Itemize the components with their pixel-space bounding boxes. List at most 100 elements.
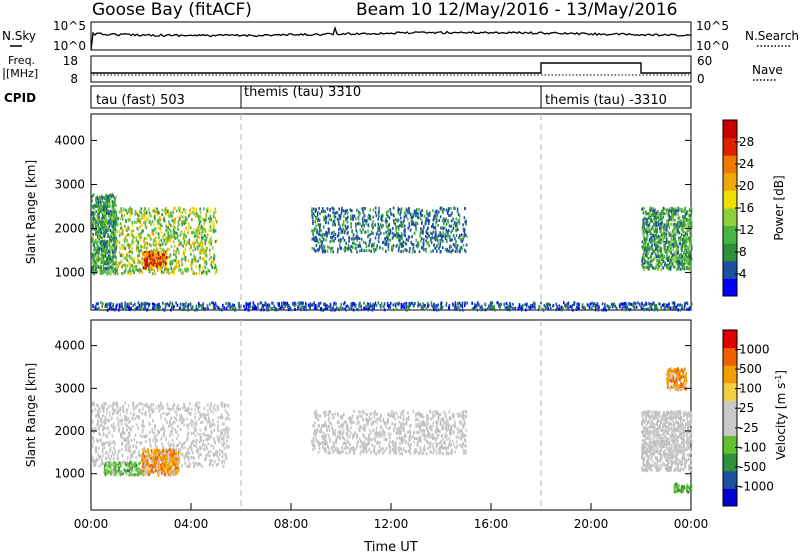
- echo-cell: [425, 307, 428, 311]
- echo-cell: [353, 302, 356, 306]
- echo-cell: [186, 217, 188, 221]
- echo-cell: [330, 247, 332, 250]
- echo-cell: [148, 267, 150, 271]
- echo-cell: [114, 267, 117, 271]
- echo-cell: [183, 208, 185, 211]
- echo-cell: [683, 239, 686, 243]
- echo-cell: [170, 308, 172, 312]
- echo-cell: [106, 208, 108, 212]
- echo-cell: [552, 304, 555, 307]
- echo-cell: [633, 306, 636, 310]
- echo-cell: [194, 404, 196, 408]
- echo-cell: [133, 271, 135, 274]
- echo-cell: [678, 267, 680, 271]
- echo-cell: [652, 301, 655, 305]
- echo-cell: [215, 270, 218, 273]
- echo-cell: [373, 247, 376, 251]
- echo-cell: [319, 239, 322, 243]
- echo-cell: [220, 461, 223, 465]
- echo-cell: [140, 411, 143, 415]
- echo-cell: [151, 302, 154, 306]
- echo-cell: [376, 231, 378, 235]
- echo-cell: [665, 226, 668, 230]
- echo-cell: [334, 232, 337, 236]
- echo-cell: [118, 241, 121, 245]
- echo-cell: [681, 306, 684, 310]
- echo-cell: [534, 306, 536, 310]
- echo-cell: [155, 438, 157, 442]
- echo-cell: [192, 419, 194, 423]
- echo-cell: [420, 213, 422, 217]
- echo-cell: [113, 202, 116, 206]
- echo-cell: [164, 417, 167, 421]
- echo-cell: [184, 247, 187, 251]
- echo-cell: [666, 249, 669, 253]
- echo-cell: [169, 301, 172, 305]
- echo-cell: [669, 306, 672, 310]
- echo-cell: [283, 302, 285, 306]
- echo-cell: [195, 272, 198, 275]
- echo-cell: [109, 305, 112, 309]
- echo-cell: [690, 265, 692, 269]
- echo-cell: [427, 212, 429, 216]
- echo-cell: [140, 248, 142, 252]
- echo-cell: [108, 267, 111, 271]
- echo-cell: [428, 219, 431, 223]
- echo-cell: [194, 255, 197, 259]
- echo-cell: [204, 234, 207, 238]
- echo-cell: [670, 244, 672, 247]
- nsky-label: N.Sky: [2, 29, 36, 43]
- echo-cell: [114, 408, 117, 412]
- echo-cell: [96, 215, 98, 218]
- echo-cell: [333, 207, 335, 211]
- echo-cell: [680, 267, 682, 271]
- echo-cell: [461, 301, 464, 305]
- echo-cell: [558, 307, 560, 311]
- echo-cell: [99, 433, 101, 436]
- echo-cell: [99, 424, 102, 428]
- echo-cell: [105, 248, 108, 252]
- echo-cell: [350, 222, 352, 226]
- echo-cell: [249, 301, 251, 305]
- echo-cell: [334, 237, 337, 240]
- echo-cell: [669, 209, 671, 213]
- echo-cell: [117, 421, 120, 425]
- echo-cell: [158, 262, 160, 266]
- echo-cell: [205, 262, 208, 266]
- echo-cell: [122, 207, 125, 211]
- echo-cell: [641, 261, 644, 265]
- echo-cell: [607, 304, 609, 308]
- echo-cell: [175, 256, 178, 260]
- echo-cell: [365, 221, 367, 225]
- echo-cell: [336, 217, 339, 221]
- echo-cell: [132, 268, 134, 272]
- echo-cell: [152, 209, 154, 213]
- echo-cell: [216, 305, 219, 309]
- echo-cell: [643, 265, 645, 269]
- echo-cell: [155, 250, 158, 254]
- echo-cell: [643, 254, 646, 258]
- echo-cell: [115, 195, 117, 199]
- echo-cell: [118, 251, 121, 255]
- echo-cell: [148, 254, 150, 258]
- echo-cell: [209, 449, 212, 453]
- echo-cell: [111, 263, 114, 267]
- nsearch-tick-bottom: 10^0: [696, 39, 729, 53]
- echo-cell: [208, 258, 211, 261]
- echo-cell: [111, 244, 113, 248]
- echo-cell: [109, 197, 112, 200]
- echo-cell: [141, 430, 144, 434]
- echo-cell: [210, 263, 212, 267]
- echo-cell: [114, 215, 116, 219]
- echo-cell: [297, 301, 300, 305]
- echo-cell: [156, 213, 159, 217]
- echo-cell: [93, 222, 96, 226]
- echo-cell: [684, 206, 687, 210]
- echo-cell: [357, 236, 359, 240]
- echo-cell: [686, 307, 688, 311]
- echo-cell: [175, 261, 178, 265]
- echo-cell: [95, 241, 98, 245]
- echo-cell: [94, 212, 96, 216]
- echo-cell: [372, 208, 375, 212]
- echo-cell: [350, 225, 352, 229]
